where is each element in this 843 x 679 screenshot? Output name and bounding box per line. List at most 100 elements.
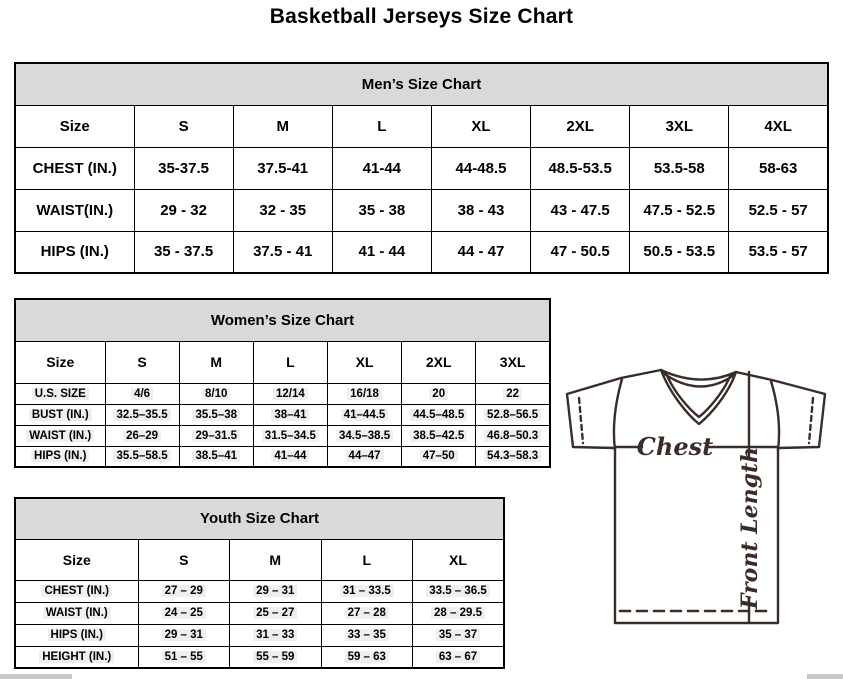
left-sleeve-outline	[565, 376, 623, 450]
size-value: 29 - 32	[133, 188, 234, 232]
size-value: 51 – 55	[137, 645, 230, 669]
right-shoulder-line	[734, 370, 774, 382]
size-value: 16/18	[326, 382, 403, 405]
size-value: 47–50	[401, 445, 477, 468]
size-header-row: Size S M L XL 2XL 3XL	[14, 340, 551, 384]
table-row: WAIST (IN.) 24 – 25 25 – 27 27 – 28 28 – 29.…	[14, 601, 505, 625]
chart-title: Women’s Size Chart	[14, 298, 551, 342]
size-value: 25 – 27	[229, 601, 322, 625]
size-header-row: Size S M L XL 2XL 3XL 4XL	[14, 104, 829, 148]
row-label: CHEST (IN.)	[14, 146, 135, 190]
size-value: 35 - 37.5	[133, 230, 234, 274]
size-value: 37.5 - 41	[232, 230, 333, 274]
size-value: 35-37.5	[133, 146, 234, 190]
size-value: 44–47	[326, 445, 403, 468]
row-label: CHEST (IN.)	[14, 579, 139, 603]
size-value: 31 – 33	[229, 623, 322, 647]
size-value: 35 - 38	[331, 188, 432, 232]
size-value: 41-44	[331, 146, 432, 190]
right-cuff-dashed-line	[807, 396, 815, 445]
size-value: 26–29	[104, 424, 180, 447]
size-column-header: 2XL	[401, 340, 477, 384]
size-header-row: Size S M L XL	[14, 538, 505, 581]
size-value: 44.5–48.5	[401, 403, 477, 426]
table-row: U.S. SIZE 4/6 8/10 12/14 16/18 20 22	[14, 382, 551, 405]
size-value: 58-63	[728, 146, 829, 190]
size-value: 38 - 43	[430, 188, 532, 232]
collar-back-inner-line	[661, 371, 736, 388]
size-value: 33.5 – 36.5	[412, 579, 505, 603]
partial-ui-fragment-right	[807, 674, 843, 679]
right-sleeve-outline	[770, 378, 827, 450]
size-value: 46.8–50.3	[475, 424, 551, 447]
table-row: WAIST(IN.) 29 - 32 32 - 35 35 - 38 38 - 43 43…	[14, 188, 829, 232]
size-column-header: S	[137, 538, 230, 581]
collar-back-line	[659, 368, 738, 381]
partial-ui-fragment-left	[0, 674, 72, 679]
table-row: HIPS (IN.) 29 – 31 31 – 33 33 – 35 35 – 37	[14, 623, 505, 647]
size-value: 55 – 59	[229, 645, 322, 669]
youth-size-chart-table: Youth Size Chart Size S M L XL CHEST (IN.) 27 –…	[14, 497, 505, 669]
size-column-header: XL	[430, 104, 532, 148]
right-armhole-seam	[769, 379, 781, 452]
size-value: 38.5–42.5	[401, 424, 477, 447]
row-label: HIPS (IN.)	[14, 623, 139, 647]
left-cuff-dashed-line	[577, 396, 585, 445]
front-length-label: Front Length	[737, 447, 763, 610]
size-column-header: S	[133, 104, 234, 148]
size-value: 38.5–41	[178, 445, 254, 468]
chart-title: Youth Size Chart	[14, 497, 505, 540]
jersey-measurement-diagram: Chest Front Length	[565, 368, 827, 625]
size-column-header: Size	[14, 340, 106, 384]
size-column-header: S	[104, 340, 180, 384]
size-value: 22	[475, 382, 551, 405]
size-value: 37.5-41	[232, 146, 333, 190]
size-value: 48.5-53.5	[530, 146, 631, 190]
size-value: 33 – 35	[320, 623, 413, 647]
size-value: 43 - 47.5	[530, 188, 631, 232]
size-value: 53.5-58	[629, 146, 730, 190]
size-value: 28 – 29.5	[412, 601, 505, 625]
size-column-header: 4XL	[728, 104, 829, 148]
left-armhole-seam	[612, 377, 624, 452]
row-label: BUST (IN.)	[14, 403, 106, 426]
size-value: 32.5–35.5	[104, 403, 180, 426]
size-value: 8/10	[178, 382, 254, 405]
size-column-header: Size	[14, 104, 135, 148]
size-value: 52.5 - 57	[728, 188, 829, 232]
size-value: 47.5 - 52.5	[629, 188, 730, 232]
row-label: HIPS (IN.)	[14, 445, 106, 468]
mens-size-chart-table: Men’s Size Chart Size S M L XL 2XL 3XL 4XL CHEST …	[14, 62, 829, 274]
torso-outline	[613, 446, 780, 625]
size-value: 54.3–58.3	[475, 445, 551, 468]
page-title: Basketball Jerseys Size Chart	[269, 5, 574, 28]
chest-label: Chest	[637, 432, 713, 461]
size-value: 59 – 63	[320, 645, 413, 669]
size-value: 31.5–34.5	[252, 424, 328, 447]
size-value: 29 – 31	[229, 579, 322, 603]
row-label: WAIST (IN.)	[14, 601, 139, 625]
size-value: 24 – 25	[137, 601, 230, 625]
size-column-header: XL	[326, 340, 403, 384]
size-column-header: Size	[14, 538, 139, 581]
size-column-header: L	[252, 340, 328, 384]
size-column-header: L	[331, 104, 432, 148]
size-column-header: M	[229, 538, 322, 581]
size-column-header: 3XL	[629, 104, 730, 148]
size-value: 41–44.5	[326, 403, 403, 426]
left-shoulder-line	[619, 368, 663, 380]
size-value: 44-48.5	[430, 146, 532, 190]
size-column-header: 3XL	[475, 340, 551, 384]
size-value: 38–41	[252, 403, 328, 426]
size-column-header: XL	[412, 538, 505, 581]
size-value: 52.8–56.5	[475, 403, 551, 426]
size-value: 29–31.5	[178, 424, 254, 447]
row-label: U.S. SIZE	[14, 382, 106, 405]
size-value: 34.5–38.5	[326, 424, 403, 447]
size-value: 32 - 35	[232, 188, 333, 232]
size-value: 31 – 33.5	[320, 579, 413, 603]
vneck-outer-line	[659, 368, 738, 426]
size-value: 29 – 31	[137, 623, 230, 647]
size-value: 35.5–38	[178, 403, 254, 426]
row-label: HIPS (IN.)	[14, 230, 135, 274]
